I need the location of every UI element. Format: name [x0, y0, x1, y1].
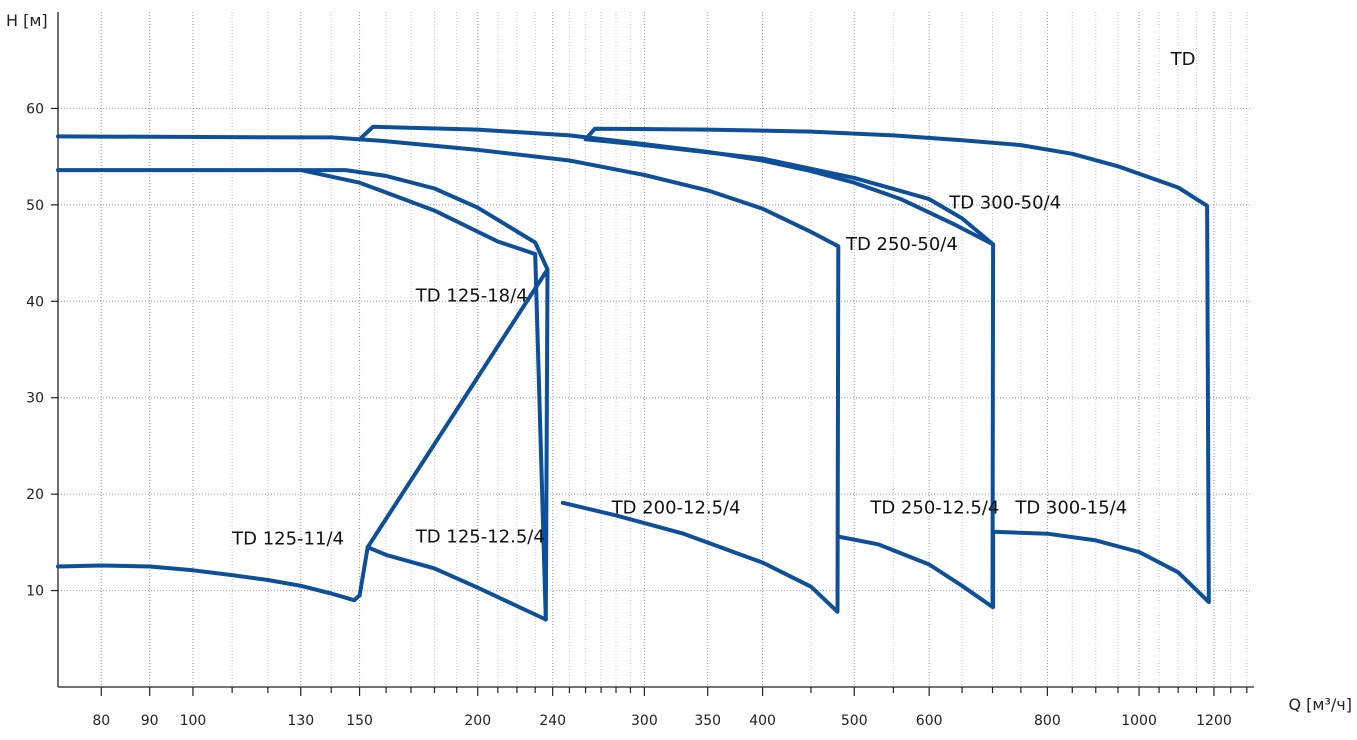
x-tick-label: 80 [92, 713, 110, 729]
curve-td-125-18-4 [365, 267, 550, 550]
x-axis-title: Q [м³/ч] [1289, 695, 1353, 714]
y-tick-label: 20 [26, 487, 44, 503]
curve-label: TD 250-50/4 [845, 234, 958, 255]
x-tick-label: 300 [631, 713, 658, 729]
performance-curves [56, 124, 1211, 622]
x-tick-label: 200 [464, 713, 491, 729]
grid [58, 12, 1250, 687]
curve-td-125-12-5-4 [56, 168, 550, 622]
curve-td-200-12-5-4 [298, 168, 548, 622]
curve-label: TD 125-11/4 [231, 528, 344, 549]
curve-label: TD 125-12.5/4 [415, 526, 545, 547]
x-tick-label: 1200 [1196, 713, 1232, 729]
curve-td-250-12-5-4 [583, 126, 1211, 609]
y-axis-title: H [м] [6, 11, 48, 30]
curve-td-250-50-4 [56, 134, 841, 614]
y-tick-label: 30 [26, 391, 44, 407]
x-tick-label: 90 [141, 713, 159, 729]
x-tick-label: 1000 [1121, 713, 1157, 729]
y-tick-label: 50 [26, 198, 44, 214]
curve-label: TD 300-50/4 [948, 193, 1061, 214]
curve-labels: TD 125-11/4 TD 125-12.5/4 TD 125-18/4 TD 20… [231, 49, 1195, 549]
curve-label: TD 300-15/4 [1014, 497, 1127, 518]
curve-label: TD [1170, 49, 1196, 70]
x-tick-label: 600 [916, 713, 943, 729]
curve-label: TD 250-12.5/4 [869, 497, 999, 518]
y-tick-label: 10 [26, 584, 44, 600]
x-tick-label: 350 [694, 713, 721, 729]
curve-label: TD 125-18/4 [415, 285, 528, 306]
curve-label: TD 200-12.5/4 [611, 497, 741, 518]
x-tick-label: 400 [749, 713, 776, 729]
x-tick-label: 500 [841, 713, 868, 729]
axes: 80 90 100 130 150 200 240 300 350 400 500 600 800 100… [6, 11, 1352, 729]
x-tick-label: 130 [287, 713, 314, 729]
x-tick-label: 800 [1034, 713, 1061, 729]
x-tick-label: 240 [539, 713, 566, 729]
curve-td-300-50-4 [357, 124, 996, 247]
y-tick-label: 60 [26, 101, 44, 117]
x-tick-label: 100 [180, 713, 207, 729]
x-tick-label: 150 [346, 713, 373, 729]
y-tick-label: 40 [26, 294, 44, 310]
curve-td-125-11-4 [56, 563, 362, 603]
